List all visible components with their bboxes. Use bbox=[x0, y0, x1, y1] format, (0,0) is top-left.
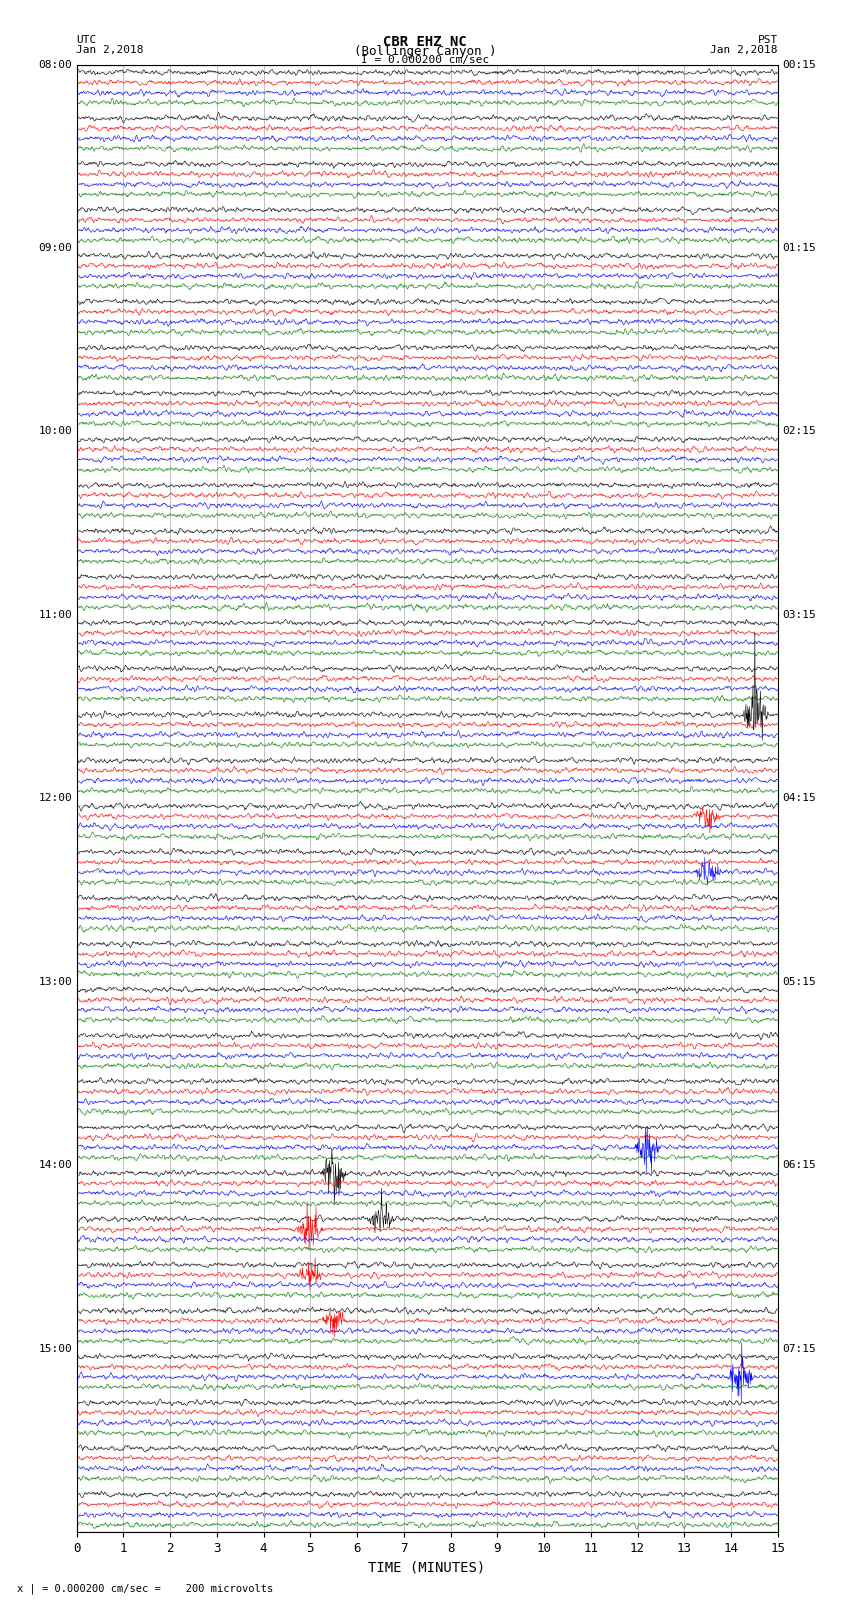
Text: 09:00: 09:00 bbox=[38, 244, 72, 253]
Text: 02:15: 02:15 bbox=[782, 426, 816, 437]
Text: UTC: UTC bbox=[76, 35, 97, 45]
Text: Jan 2,2018: Jan 2,2018 bbox=[76, 45, 144, 55]
Text: 15:00: 15:00 bbox=[38, 1344, 72, 1353]
Text: 12:00: 12:00 bbox=[38, 794, 72, 803]
Text: 13:00: 13:00 bbox=[38, 977, 72, 987]
Text: 14:00: 14:00 bbox=[38, 1160, 72, 1171]
Text: 08:00: 08:00 bbox=[38, 60, 72, 69]
Text: 11:00: 11:00 bbox=[38, 610, 72, 619]
Text: 05:15: 05:15 bbox=[782, 977, 816, 987]
Text: Jan 2,2018: Jan 2,2018 bbox=[711, 45, 778, 55]
Text: x | = 0.000200 cm/sec =    200 microvolts: x | = 0.000200 cm/sec = 200 microvolts bbox=[17, 1582, 273, 1594]
Text: (Bollinger Canyon ): (Bollinger Canyon ) bbox=[354, 45, 496, 58]
Text: 10:00: 10:00 bbox=[38, 426, 72, 437]
Text: 01:15: 01:15 bbox=[782, 244, 816, 253]
Text: 03:15: 03:15 bbox=[782, 610, 816, 619]
Text: PST: PST bbox=[757, 35, 778, 45]
Text: 07:15: 07:15 bbox=[782, 1344, 816, 1353]
Text: CBR EHZ NC: CBR EHZ NC bbox=[383, 35, 467, 50]
Text: 04:15: 04:15 bbox=[782, 794, 816, 803]
Text: 06:15: 06:15 bbox=[782, 1160, 816, 1171]
X-axis label: TIME (MINUTES): TIME (MINUTES) bbox=[369, 1561, 485, 1574]
Text: I = 0.000200 cm/sec: I = 0.000200 cm/sec bbox=[361, 55, 489, 65]
Text: 00:15: 00:15 bbox=[782, 60, 816, 69]
